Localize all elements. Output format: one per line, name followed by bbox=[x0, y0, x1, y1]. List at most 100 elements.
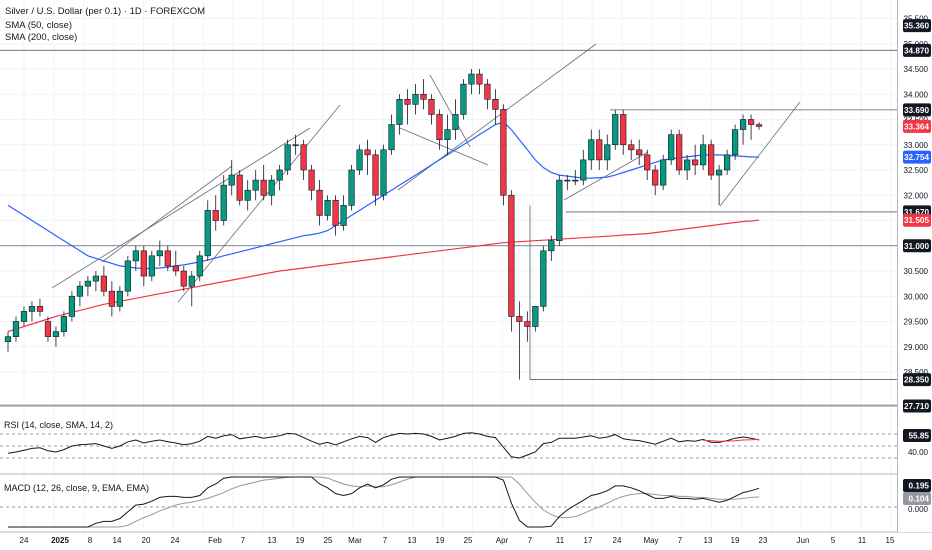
price-label: 27.710 bbox=[903, 399, 931, 413]
candle bbox=[116, 286, 123, 312]
time-tick-label: 2025 bbox=[51, 536, 69, 545]
candle-body bbox=[420, 93, 427, 100]
candle bbox=[708, 139, 715, 181]
time-tick-label: 15 bbox=[886, 536, 895, 545]
time-tick-label: Feb bbox=[208, 536, 222, 545]
candle-body bbox=[180, 270, 187, 287]
candles bbox=[4, 69, 763, 380]
trendline bbox=[397, 43, 597, 191]
candle-body bbox=[100, 275, 107, 292]
price-tick-label: 30.000 bbox=[904, 292, 929, 301]
candle bbox=[308, 164, 315, 201]
legend-title[interactable]: Silver / U.S. Dollar (per 0.1) · 1D · FO… bbox=[5, 6, 205, 17]
candle bbox=[612, 109, 619, 150]
time-tick-label: May bbox=[643, 536, 658, 545]
candle-body bbox=[292, 144, 299, 147]
price-label-box bbox=[903, 119, 931, 133]
candle bbox=[236, 170, 243, 206]
candle-body bbox=[540, 250, 547, 307]
candle-body bbox=[755, 124, 763, 127]
time-tick-label: Jun bbox=[797, 536, 810, 545]
candle bbox=[100, 265, 107, 297]
candle bbox=[716, 164, 723, 206]
rsi-title[interactable]: RSI (14, close, SMA, 14, 2) bbox=[4, 420, 113, 430]
rsi-pane bbox=[0, 432, 897, 459]
candle-body bbox=[676, 134, 683, 171]
candle-body bbox=[668, 134, 675, 161]
candle bbox=[60, 311, 68, 337]
candle-body bbox=[612, 114, 619, 146]
price-axis: 35.50035.00034.50034.00033.50033.00032.5… bbox=[898, 0, 932, 532]
time-tick-label: 5 bbox=[831, 536, 836, 545]
candle bbox=[588, 129, 595, 170]
time-tick-label: 20 bbox=[142, 536, 151, 545]
candle-body bbox=[196, 255, 203, 277]
legend-sma200[interactable]: SMA (200, close) bbox=[5, 32, 77, 43]
price-label-box bbox=[903, 150, 931, 164]
candle-body bbox=[436, 114, 443, 140]
candle-body bbox=[212, 210, 219, 221]
macd-label-text: 0.104 bbox=[909, 495, 930, 504]
candle-body bbox=[36, 306, 44, 312]
candle bbox=[684, 154, 691, 181]
candle bbox=[260, 164, 267, 201]
candle bbox=[36, 298, 44, 317]
candle-body bbox=[412, 93, 419, 105]
candle-body bbox=[460, 83, 467, 115]
candle-body bbox=[548, 240, 555, 252]
candle bbox=[556, 175, 563, 246]
candle-body bbox=[723, 154, 731, 171]
price-label-box bbox=[903, 43, 931, 57]
legend-sma50[interactable]: SMA (50, close) bbox=[5, 20, 72, 31]
candle-body bbox=[660, 159, 667, 186]
candle-body bbox=[340, 205, 347, 226]
candle-body bbox=[404, 99, 411, 105]
candle bbox=[444, 114, 451, 155]
candle-body bbox=[148, 255, 155, 277]
price-label-text: 31.505 bbox=[904, 216, 929, 225]
candle bbox=[468, 69, 475, 95]
candle bbox=[268, 175, 275, 206]
trendline bbox=[399, 127, 489, 166]
candle bbox=[596, 129, 603, 170]
price-tick-label: 28.500 bbox=[904, 368, 929, 377]
candle-body bbox=[588, 139, 595, 161]
price-label-box bbox=[903, 103, 931, 117]
candle bbox=[20, 306, 28, 327]
macd-signal-line bbox=[8, 476, 760, 528]
candle-body bbox=[164, 250, 171, 267]
time-tick-label: 25 bbox=[324, 536, 333, 545]
price-label-text: 31.670 bbox=[904, 208, 929, 217]
candle-body bbox=[284, 144, 291, 171]
candle-body bbox=[28, 306, 36, 312]
candle-body bbox=[572, 179, 579, 182]
candle bbox=[180, 265, 187, 292]
candle bbox=[516, 301, 523, 380]
price-tick-label: 34.000 bbox=[904, 90, 929, 99]
candle-body bbox=[644, 154, 651, 171]
candle bbox=[428, 94, 435, 125]
candle-body bbox=[116, 290, 123, 307]
candle bbox=[700, 134, 707, 170]
candle-body bbox=[332, 200, 339, 226]
trendline bbox=[177, 104, 341, 303]
candle bbox=[76, 281, 84, 307]
candle-body bbox=[468, 73, 475, 85]
macd-title[interactable]: MACD (12, 26, close, 9, EMA, EMA) bbox=[4, 483, 149, 493]
candle-body bbox=[500, 109, 507, 196]
candle-body bbox=[364, 149, 371, 156]
candle bbox=[548, 235, 555, 261]
candle bbox=[636, 139, 643, 165]
price-tick-label: 30.500 bbox=[904, 267, 929, 276]
candle-body bbox=[92, 275, 99, 282]
time-tick-label: 13 bbox=[704, 536, 713, 545]
candle bbox=[228, 159, 235, 196]
candle-body bbox=[244, 189, 251, 201]
candle-body bbox=[372, 154, 379, 196]
candle bbox=[388, 114, 395, 155]
price-label-box bbox=[903, 19, 931, 33]
candle bbox=[452, 99, 459, 140]
price-label-box bbox=[903, 373, 931, 387]
candle-body bbox=[716, 169, 723, 176]
